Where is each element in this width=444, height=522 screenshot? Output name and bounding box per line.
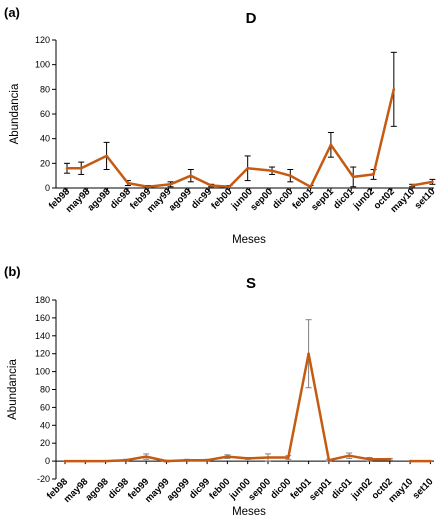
data-point <box>189 174 193 177</box>
y-tick-label: 40 <box>40 420 50 430</box>
x-tick-label: sep00 <box>246 476 273 503</box>
data-point <box>79 166 83 170</box>
y-tick-label: 140 <box>35 331 50 341</box>
y-tick-label: -20 <box>37 474 50 484</box>
data-point <box>270 169 274 173</box>
x-tick-label: feb00 <box>207 476 232 501</box>
data-point <box>169 183 172 186</box>
y-tick-label: 100 <box>35 367 50 377</box>
data-point <box>307 352 310 356</box>
data-point <box>226 455 229 458</box>
data-point <box>351 175 355 179</box>
y-tick-label: 100 <box>35 60 50 70</box>
y-tick-label: 80 <box>40 385 50 395</box>
x-tick-label: sep01 <box>307 476 334 503</box>
chart-title: S <box>246 275 256 292</box>
data-point <box>410 184 414 187</box>
y-tick-label: 0 <box>45 456 50 466</box>
y-tick-label: 0 <box>45 183 50 193</box>
data-point <box>287 456 290 459</box>
x-tick-label: set10 <box>411 476 436 501</box>
data-point <box>146 185 150 189</box>
data-point <box>165 459 168 463</box>
data-point <box>431 180 434 184</box>
y-tick-label: 60 <box>40 109 50 119</box>
data-point <box>105 154 108 158</box>
data-point <box>408 459 412 463</box>
data-point <box>228 185 231 189</box>
x-tick-label: ago98 <box>86 186 113 213</box>
y-tick-label: 120 <box>35 35 50 45</box>
y-tick-label: 20 <box>40 438 50 448</box>
data-point <box>388 458 392 461</box>
data-point <box>65 166 69 170</box>
data-point <box>347 454 351 458</box>
x-tick-label: dic98 <box>106 476 131 501</box>
y-tick-label: 40 <box>40 134 50 144</box>
data-point <box>309 185 312 189</box>
x-tick-label: dic99 <box>189 186 214 211</box>
data-point <box>368 458 371 461</box>
x-tick-label: dic00 <box>270 186 295 211</box>
x-axis-label: Meses <box>232 506 266 518</box>
data-point <box>205 458 209 462</box>
x-tick-label: dic01 <box>329 476 354 501</box>
series-line <box>67 89 396 189</box>
x-tick-label: jun02 <box>351 186 377 212</box>
chart-d: D020406080100120feb98may98ago98dic98feb9… <box>9 10 438 246</box>
x-tick-label: dic00 <box>268 476 293 501</box>
x-tick-label: sep01 <box>309 186 336 213</box>
data-point <box>372 173 375 176</box>
x-tick-label: ago98 <box>84 476 111 503</box>
data-point <box>429 459 432 463</box>
y-tick-label: 120 <box>35 349 50 359</box>
x-tick-label: jun02 <box>349 476 375 502</box>
data-point <box>84 459 87 463</box>
y-tick-label: 160 <box>35 313 50 323</box>
y-tick-label: 20 <box>40 158 50 168</box>
x-axis-label: Meses <box>232 234 266 246</box>
chart-title: D <box>246 10 257 27</box>
x-tick-label: set10 <box>413 186 438 211</box>
x-tick-label: sep00 <box>248 186 275 213</box>
y-axis-label: Abundancia <box>7 359 19 420</box>
data-point <box>104 459 107 463</box>
data-point <box>144 455 148 458</box>
x-tick-label: ago99 <box>165 476 192 503</box>
data-point <box>185 458 189 462</box>
chart-s: S-20020406080100120140160180feb98may98ag… <box>7 275 436 518</box>
data-point <box>63 459 67 463</box>
data-point <box>246 457 249 460</box>
y-tick-label: 180 <box>35 295 50 305</box>
panel-letter-a: (a) <box>4 5 20 20</box>
y-tick-label: 80 <box>40 84 50 94</box>
x-tick-label: dic98 <box>108 186 133 211</box>
data-point <box>392 88 396 91</box>
x-tick-label: dic01 <box>331 186 356 211</box>
data-point <box>289 174 292 177</box>
y-tick-label: 60 <box>40 402 50 412</box>
data-point <box>329 143 333 147</box>
data-point <box>266 456 270 459</box>
panel-letter-b: (b) <box>4 264 21 279</box>
series-line <box>411 180 433 187</box>
x-tick-label: feb00 <box>209 186 234 211</box>
data-point <box>126 181 130 185</box>
series-line <box>65 352 390 463</box>
data-point <box>246 166 249 170</box>
data-point <box>209 184 213 187</box>
x-tick-label: ago99 <box>167 186 194 213</box>
data-point <box>124 458 128 462</box>
data-point <box>327 458 331 462</box>
y-axis-label: Abundancia <box>9 83 21 144</box>
x-tick-label: dic99 <box>187 476 212 501</box>
